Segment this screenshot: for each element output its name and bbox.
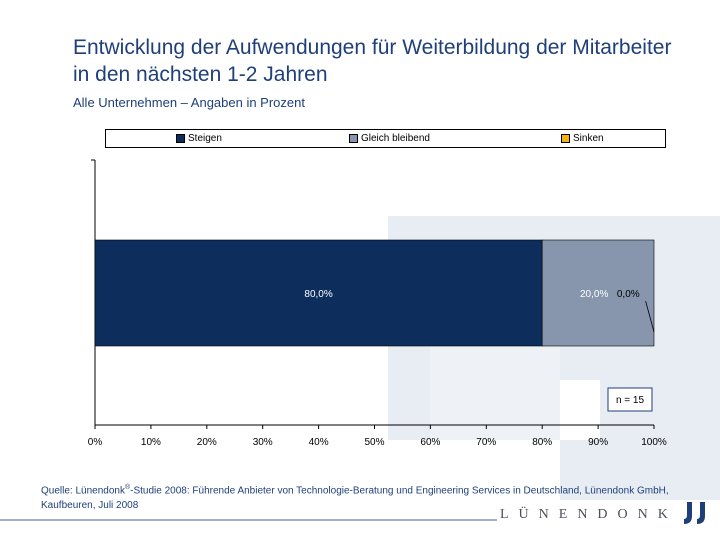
- x-tick-label: 0%: [88, 437, 103, 448]
- sample-size-label: n = 15: [616, 395, 645, 406]
- legend-item-steigen: Steigen: [176, 133, 222, 144]
- x-tick-label: 70%: [476, 437, 496, 448]
- chart-title: Entwicklung der Aufwendungen für Weiterb…: [73, 36, 672, 86]
- x-tick-label: 60%: [420, 437, 440, 448]
- source-rest: -Studie 2008: Führende Anbieter von Tech…: [41, 485, 669, 512]
- legend-item-gleich-bleibend: Gleich bleibend: [349, 133, 430, 144]
- x-tick-label: 100%: [641, 437, 667, 448]
- x-tick-label: 50%: [364, 437, 384, 448]
- registered-mark: ®: [124, 484, 131, 491]
- legend-swatch-gleich-bleibend: [349, 134, 358, 143]
- company-logo-text: LÜNENDONK: [500, 507, 678, 522]
- legend-label-steigen: Steigen: [188, 133, 222, 144]
- x-tick-label: 10%: [141, 437, 161, 448]
- sample-size-box: [607, 387, 653, 412]
- x-tick-label: 90%: [588, 437, 608, 448]
- bar-chart: 0% 10% 20% 30% 40% 50% 60% 70% 80% 90% 100% 80,0% 20…: [88, 159, 667, 448]
- legend-label-sinken: Sinken: [573, 133, 604, 144]
- data-label-gleich-bleibend: 20,0%: [580, 289, 608, 300]
- data-label-leader-sinken: [645, 300, 655, 333]
- x-tick-label: 80%: [532, 437, 552, 448]
- bar-gleich-bleibend: [541, 239, 655, 347]
- legend-swatch-steigen: [176, 134, 185, 143]
- company-logo-mark: [684, 502, 705, 524]
- source-prefix: Quelle: Lünendonk: [41, 485, 125, 497]
- bar-steigen: [94, 239, 543, 347]
- legend: Steigen Gleich bleibend Sinken: [105, 129, 666, 148]
- legend-item-sinken: Sinken: [561, 133, 604, 144]
- x-tick-label: 30%: [253, 437, 273, 448]
- legend-label-gleich-bleibend: Gleich bleibend: [361, 133, 430, 144]
- source-note: Quelle: Lünendonk®-Studie 2008: Führende…: [41, 480, 681, 513]
- footer-rule: [0, 519, 497, 521]
- chart-subtitle: Alle Unternehmen – Angaben in Prozent: [73, 95, 305, 110]
- x-tick-label: 20%: [197, 437, 217, 448]
- data-label-steigen: 80,0%: [304, 289, 332, 300]
- x-tick-label: 40%: [309, 437, 329, 448]
- data-label-sinken: 0,0%: [617, 289, 640, 300]
- legend-swatch-sinken: [561, 134, 570, 143]
